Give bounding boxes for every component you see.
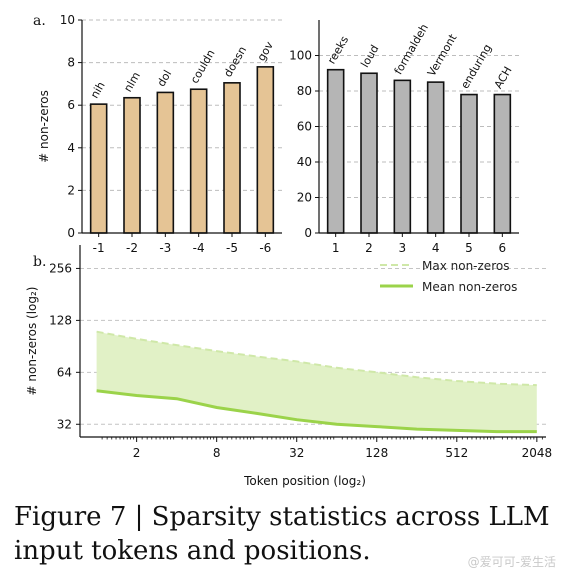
legend-mean-label: Mean non-zeros: [422, 280, 517, 294]
panel-a-x-tick-label: -2: [126, 241, 138, 255]
panel-a-right-y-tick-label: 80: [297, 84, 312, 98]
panel-b-x-tick-label: 8: [213, 446, 221, 460]
panel-a-bar-label: gov: [255, 39, 277, 63]
panel-a-y-axis-label: # non-zeros: [37, 90, 51, 163]
panel-a-chart: nih -1 nlm -2 dol -3 couldn -4 doesn -5 gov -6 0 2 4 6 8…: [37, 13, 282, 255]
panel-a-y-tick-label: 10: [60, 13, 75, 27]
panel-b-label: b.: [33, 254, 46, 270]
panel-a-bar: [223, 82, 241, 234]
panel-a-bar-label: couldn: [188, 47, 218, 85]
panel-a-right-bar-label: formaldeh: [392, 22, 431, 77]
panel-a-right-x-tick-label: 2: [365, 241, 373, 255]
panel-a-right-x-tick-label: 1: [332, 241, 340, 255]
panel-b-x-tick-label: 2: [133, 446, 141, 460]
panel-a-right-bar: [360, 72, 378, 234]
panel-a-bar-label: nlm: [121, 70, 143, 94]
panel-a-bar-label: dol: [155, 68, 175, 89]
panel-b-x-axis-label: Token position (log₂): [243, 474, 366, 488]
panel-a-right-y-tick-label: 20: [297, 191, 312, 205]
panel-a-bar: [189, 88, 208, 234]
panel-a-bar-label: doesn: [221, 44, 249, 79]
panel-a-right-bar-label: ACH: [492, 64, 515, 91]
panel-a-right-bar: [460, 93, 478, 234]
panel-a-y-tick-label: 2: [67, 183, 75, 197]
panel-a-x-tick-label: -6: [259, 241, 271, 255]
panel-a-right-y-tick-label: 60: [297, 120, 312, 134]
panel-b-mean-line: [96, 389, 537, 434]
panel-b-y-tick-label: 256: [49, 261, 72, 275]
figure-caption: Figure 7 | Sparsity statistics across LL…: [14, 502, 550, 566]
panel-b-x-tick-label: 512: [445, 446, 468, 460]
panel-a-bar: [256, 66, 275, 234]
panel-a-right-bar: [426, 81, 445, 234]
panel-a-y-tick-label: 0: [67, 226, 75, 240]
panel-a-right-bar: [326, 68, 345, 234]
panel-a-label: a.: [33, 13, 46, 29]
panel-a-right-y-tick-label: 40: [297, 155, 312, 169]
panel-a-right-x-tick-label: 3: [399, 241, 407, 255]
panel-a-right-y-tick-label: 100: [289, 49, 312, 63]
panel-a-x-tick-label: -4: [193, 241, 205, 255]
panel-a-right-bar: [393, 79, 412, 234]
panel-a-bar: [156, 91, 175, 234]
legend-max-label: Max non-zeros: [422, 259, 509, 273]
panel-a-y-tick-label: 8: [67, 56, 75, 70]
panel-b-y-tick-label: 128: [49, 313, 72, 327]
panel-a-right-bar: [493, 93, 512, 234]
panel-b-y-tick-label: 64: [57, 365, 72, 379]
watermark: @爱可可-爱生活: [467, 555, 556, 569]
panel-a-x-tick-label: -1: [93, 241, 105, 255]
panel-a-right-bar-label: reeks: [325, 34, 351, 67]
panel-a-right-x-tick-label: 6: [499, 241, 507, 255]
panel-a-right-bar-label: Vermont: [425, 31, 460, 78]
panel-a-y-tick-label: 6: [67, 98, 75, 112]
panel-a-right-bar-label: loud: [358, 43, 381, 70]
panel-a-bar-label: nih: [88, 79, 108, 100]
panel-a-right-x-tick-label: 5: [465, 241, 473, 255]
panel-b-chart: 32 64 128 256 2 8 32 128 512 2048 Token position (…: [25, 245, 552, 488]
panel-b-band: [96, 331, 537, 432]
panel-a-x-tick-label: -5: [226, 241, 238, 255]
panel-a-bar: [89, 103, 108, 234]
panel-a-y-tick-label: 4: [67, 141, 75, 155]
panel-a-right-y-tick-label: 0: [304, 226, 312, 240]
panel-b-max-line: [96, 330, 537, 387]
panel-a-x-tick-label: -3: [159, 241, 171, 255]
figure: a. nih -1 nlm -2 dol -3 couldn -4 doesn -5 gov -6 0 2…: [25, 13, 552, 488]
panel-b-x-tick-label: 32: [289, 446, 304, 460]
panel-a-bar: [123, 96, 141, 234]
panel-b-y-axis-label: # non-zeros (log₂): [25, 287, 39, 396]
panel-b-x-tick-label: 2048: [522, 446, 553, 460]
panel-a-right-bar-label: enduring: [458, 42, 494, 91]
panel-b-x-tick-label: 128: [365, 446, 388, 460]
panel-b-y-tick-label: 32: [57, 417, 72, 431]
panel-a-right-chart: reeks 1 loud 2 formaldeh 3 Vermont 4 enduring 5 AC…: [289, 20, 519, 255]
panel-a-right-x-tick-label: 4: [432, 241, 440, 255]
